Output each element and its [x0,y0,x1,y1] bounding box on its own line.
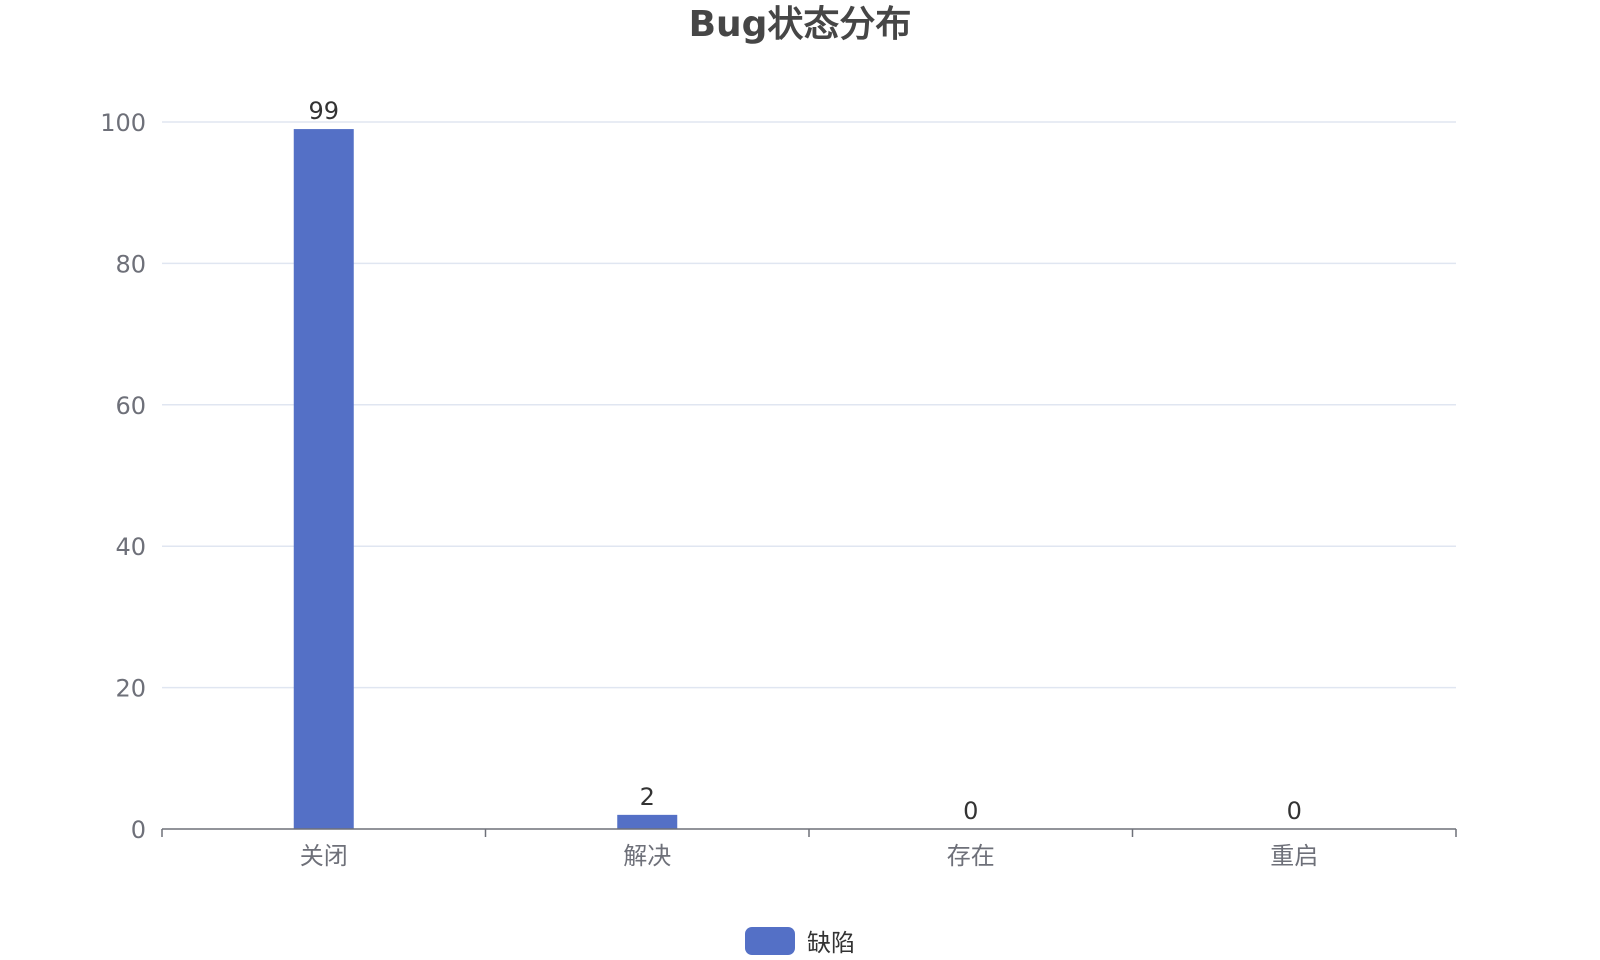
x-tick-label: 关闭 [300,842,348,870]
y-tick-label: 20 [115,675,146,703]
labels: 0 20 40 60 80 100 99 关闭 2 解决 0 存在 0 重启 [100,97,1318,870]
legend-swatch[interactable] [745,926,795,955]
chart-title: Bug状态分布 [688,4,912,45]
y-tick-label: 60 [115,392,146,420]
y-tick-label: 40 [115,533,146,561]
y-tick-label: 80 [115,250,146,278]
y-tick-label: 100 [100,109,146,137]
data-label: 0 [963,797,978,825]
bar[interactable] [293,129,354,829]
grid-lines [162,121,1456,689]
data-label: 99 [308,97,339,125]
x-tick-label: 重启 [1270,842,1318,870]
bar[interactable] [617,814,678,829]
data-label: 0 [1287,797,1302,825]
x-tick-label: 存在 [947,842,995,870]
data-label: 2 [640,783,655,811]
y-tick-label: 0 [131,816,146,844]
x-tick-label: 解决 [623,842,671,870]
x-axis [161,828,1457,837]
legend[interactable]: 缺陷 [0,923,1600,958]
legend-label[interactable]: 缺陷 [807,929,855,957]
bars [293,129,678,829]
